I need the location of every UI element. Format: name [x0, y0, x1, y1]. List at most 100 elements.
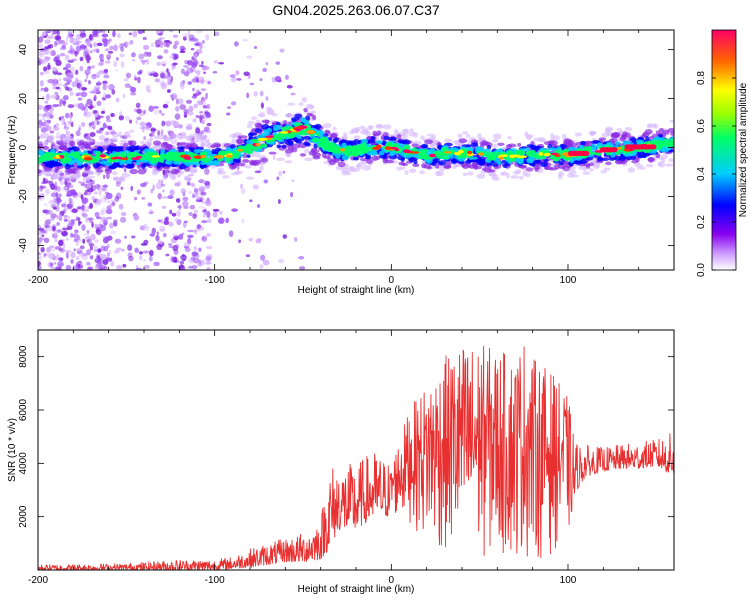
spectrogram-noise-cell: [93, 184, 101, 188]
spectrogram-ridge-cell: [430, 135, 437, 139]
spectrogram-noise-cell: [67, 215, 71, 222]
spectrogram-noise-cell: [106, 205, 112, 211]
spectrogram-ridge-cell: [108, 146, 118, 152]
spectrogram-noise-cell: [83, 48, 90, 54]
spectrogram-noise-cell: [202, 209, 207, 213]
spectrogram-ridge-cell: [567, 139, 574, 145]
spectrogram-ridge-cell: [62, 158, 70, 164]
spectrogram-noise-cell: [198, 206, 205, 209]
spectrogram-ridge-cell: [163, 169, 171, 174]
colorbar-tick-label: 0.8: [696, 71, 707, 85]
spectrogram-noise-cell: [162, 75, 169, 79]
spectrogram-noise-cell: [79, 32, 87, 38]
spectrogram-noise-cell: [71, 58, 77, 62]
spectrogram-noise-cell: [177, 205, 182, 209]
spectrogram-ridge-cell: [568, 169, 577, 175]
spectrogram-noise-cell: [202, 236, 207, 243]
spectrogram-noise-cell: [169, 41, 173, 45]
spectrogram-noise-cell: [86, 262, 91, 266]
spectrogram-ridge-cell: [427, 166, 432, 170]
spectrogram-ridge-cell: [435, 163, 440, 169]
spectrogram-noise-cell: [185, 99, 193, 104]
spectrogram-noise-cell: [86, 98, 92, 105]
spectrogram-noise-cell: [73, 238, 78, 242]
spectrogram-noise-cell: [115, 192, 122, 200]
spectrogram-peak-cell: [113, 156, 123, 160]
spectrogram-ridge-cell: [534, 166, 539, 173]
spectrogram-noise-cell: [156, 243, 163, 251]
spectrogram-ridge-cell: [104, 168, 112, 174]
spectrogram-ridge-cell: [359, 125, 366, 130]
spectrogram-ridge-cell: [76, 141, 84, 146]
spectrogram-ridge-cell: [487, 155, 496, 161]
spectrogram-noise-cell: [98, 69, 105, 75]
spectrogram-noise-cell: [57, 199, 63, 203]
spectrogram-ridge-cell: [273, 124, 282, 131]
spectrogram-ridge-cell: [619, 136, 626, 142]
spectrogram-noise-cell: [69, 37, 75, 44]
spectrogram-ridge-cell: [287, 102, 295, 106]
spectrogram-noise-cell: [194, 255, 199, 262]
spectrogram-noise-cell: [254, 170, 262, 173]
spectrogram-noise-cell: [265, 96, 269, 101]
spectrogram-noise-cell: [182, 36, 187, 41]
spectrogram-noise-cell: [103, 245, 109, 252]
spectrogram-noise-cell: [148, 132, 153, 137]
spectrogram-noise-cell: [262, 67, 267, 73]
spectrogram-ridge-cell: [534, 160, 542, 164]
spectrogram-noise-cell: [65, 130, 69, 136]
spectrogram-ridge-cell: [630, 155, 637, 160]
spectrogram-noise-cell: [168, 221, 174, 227]
spectrogram-noise-cell: [165, 41, 170, 48]
spectrogram-noise-cell: [79, 44, 86, 50]
spectrogram-noise-cell: [183, 206, 189, 209]
spectrogram-noise-cell: [191, 264, 198, 270]
spectrogram-noise-cell: [198, 114, 205, 120]
spectrogram-noise-cell: [248, 237, 253, 242]
spectrogram-noise-cell: [91, 73, 97, 80]
spectrogram-noise-cell: [205, 256, 212, 262]
spectrogram-ridge-cell: [112, 171, 118, 176]
spectrogram-noise-cell: [95, 48, 100, 54]
spectrogram-noise-cell: [179, 83, 185, 90]
spectrogram-ridge-cell: [300, 117, 307, 123]
spectrogram-noise-cell: [62, 243, 66, 249]
spectrogram-ridge-cell: [63, 173, 68, 179]
spectrogram-noise-cell: [205, 34, 210, 41]
spectrogram-peak-cell: [499, 154, 509, 157]
spectrogram-image: [38, 30, 674, 270]
spectrogram-ridge-cell: [41, 146, 50, 150]
spectrogram-noise-cell: [260, 254, 266, 261]
spectrogram-ridge-cell: [337, 161, 346, 168]
spectrogram-ridge-cell: [477, 133, 482, 139]
spectrogram-noise-cell: [87, 266, 94, 270]
spectrogram-noise-cell: [171, 64, 174, 71]
spectrogram-noise-cell: [249, 82, 255, 86]
spectrogram-noise-cell: [107, 39, 111, 45]
spectrogram-ridge-cell: [96, 150, 102, 157]
spectrogram-noise-cell: [161, 196, 168, 199]
spectrogram-ridge-cell: [420, 135, 425, 141]
spectrogram-ridge-cell: [291, 147, 298, 153]
spectrogram-noise-cell: [53, 56, 61, 62]
spectrogram-noise-cell: [124, 235, 127, 239]
spectrogram-noise-cell: [97, 80, 101, 87]
spectrogram-noise-cell: [155, 234, 160, 242]
spectrogram-peak-cell: [340, 147, 345, 152]
spectrogram-noise-cell: [58, 239, 64, 246]
spectrogram-ridge-cell: [471, 161, 479, 168]
spectrogram-noise-cell: [64, 54, 70, 61]
spectrogram-noise-cell: [188, 211, 193, 216]
spectrogram-noise-cell: [218, 62, 225, 65]
spectrogram-noise-cell: [149, 73, 154, 77]
spectrogram-noise-cell: [249, 199, 253, 203]
spectrogram-noise-cell: [169, 119, 177, 125]
spectrogram-peak-cell: [409, 151, 415, 154]
spectrogram-noise-cell: [44, 219, 51, 225]
spectrogram-noise-cell: [192, 195, 196, 198]
spectrogram-noise-cell: [141, 61, 146, 65]
spectrogram-noise-cell: [182, 196, 189, 202]
spectrogram-ridge-cell: [134, 145, 140, 151]
spectrogram-noise-cell: [99, 53, 104, 61]
spectrogram-noise-cell: [47, 30, 54, 33]
